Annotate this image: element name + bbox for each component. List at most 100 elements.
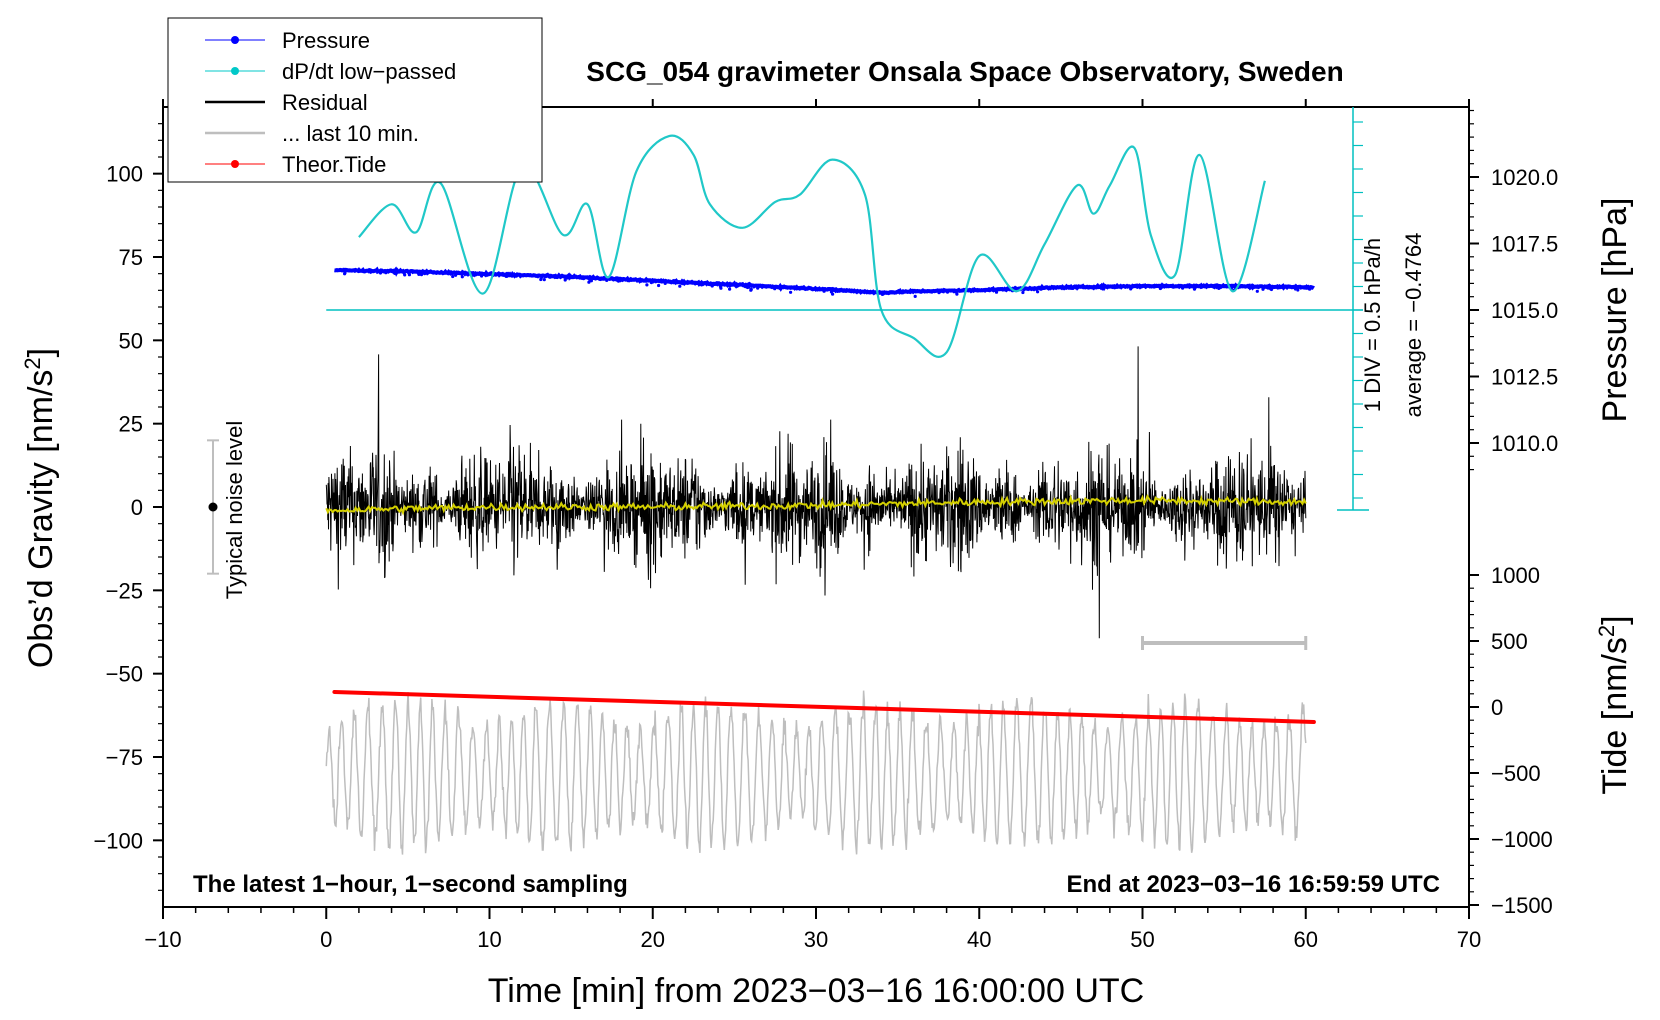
y-axis-title-gravity-sup: 2: [20, 357, 45, 369]
noise-center-dot: [208, 502, 218, 512]
y-tick-label: −25: [106, 578, 143, 603]
pressure-point: [1308, 287, 1312, 291]
pressure-point: [582, 277, 586, 281]
tide-tick-label: 0: [1491, 695, 1503, 720]
pressure-point: [836, 289, 840, 293]
pressure-point: [482, 272, 486, 276]
pressure-point: [587, 280, 591, 284]
tide-tick-label: −1000: [1491, 827, 1553, 852]
pressure-point: [789, 290, 793, 294]
pressure-point: [787, 286, 791, 290]
pressure-point: [1281, 285, 1285, 290]
x-axis: −10 0 10 20 30 40 50 60 70: [144, 99, 1481, 952]
legend: Pressure dP/dt low−passed Residual ... last…: [167, 17, 543, 183]
pressure-point: [1113, 286, 1117, 290]
div-scale-annotation: 1 DIV = 0.5 hPa/h: [1360, 238, 1385, 412]
pressure-point: [577, 275, 581, 279]
pressure-point: [454, 273, 458, 277]
pressure-point: [419, 273, 424, 277]
pressure-point: [1105, 285, 1109, 289]
legend-label: Theor.Tide: [282, 152, 386, 177]
pressure-point: [639, 279, 643, 283]
pressure-point: [904, 290, 908, 294]
pressure-point: [485, 273, 489, 277]
pressure-point: [756, 286, 760, 290]
residual-series: [325, 346, 1307, 639]
pressure-point: [1296, 288, 1300, 292]
legend-label: Pressure: [282, 28, 370, 53]
pressure-point: [347, 269, 351, 273]
pressure-point: [826, 287, 831, 292]
pressure-point: [605, 278, 609, 282]
pressure-point: [678, 284, 682, 288]
pressure-point: [749, 287, 753, 291]
noise-level-label: Typical noise level: [222, 421, 247, 600]
pressure-point: [645, 283, 649, 287]
pressure-point: [417, 272, 421, 276]
legend-item: Theor.Tide: [205, 152, 386, 177]
pressure-point: [752, 284, 757, 288]
x-tick-label: 20: [641, 927, 665, 952]
tide-line: [332, 690, 1316, 724]
last-10-min-line: [325, 690, 1307, 855]
y-axis-gravity: 100 75 50 25 0 −25 −50 −75 −100: [93, 123, 163, 891]
pressure-point: [914, 290, 918, 294]
pressure-tick-label: 1020.0: [1491, 165, 1558, 190]
pressure-point: [817, 287, 821, 291]
pressure-point: [880, 292, 885, 296]
legend-label: Residual: [282, 90, 368, 115]
pressure-point: [1181, 286, 1185, 290]
pressure-point: [1047, 286, 1051, 290]
residual-smoothed-line: [325, 493, 1307, 516]
pressure-point: [548, 275, 552, 279]
x-tick-label: 40: [967, 927, 991, 952]
pressure-point: [710, 284, 714, 288]
pressure-point: [1158, 286, 1162, 291]
legend-item: ... last 10 min.: [205, 121, 419, 146]
pressure-point: [539, 277, 543, 282]
pressure-point: [393, 271, 397, 275]
tide-tick-label: −1500: [1491, 893, 1553, 918]
pressure-point: [476, 272, 480, 276]
y-tick-label: 100: [106, 162, 143, 187]
pressure-point: [644, 279, 648, 283]
legend-item: Pressure: [205, 28, 370, 53]
pressure-point: [504, 274, 508, 278]
y-axis-title-gravity-main: Obs’d Gravity [nm/s: [22, 370, 60, 669]
y-axis-title-gravity: Obs’d Gravity [nm/s2]: [20, 348, 61, 668]
pressure-point: [657, 283, 661, 288]
y-axis-title-tide-end: ]: [1596, 615, 1634, 624]
y-tick-label: −50: [106, 662, 143, 687]
pressure-point: [1135, 285, 1139, 289]
x-tick-label: 60: [1294, 927, 1318, 952]
y-tick-label: −100: [93, 828, 143, 853]
pressure-tick-label: 1017.5: [1491, 232, 1558, 257]
y-axis-tide: 1000 500 0 −500 −1000 −1500: [1469, 563, 1553, 918]
pressure-point: [722, 283, 727, 287]
y-tick-label: 0: [131, 495, 143, 520]
pressure-point: [663, 281, 667, 285]
pressure-point: [616, 279, 621, 283]
chart-title: SCG_054 gravimeter Onsala Space Observat…: [586, 56, 1343, 87]
x-tick-label: 10: [477, 927, 501, 952]
y-tick-label: 50: [119, 328, 143, 353]
pressure-point: [1129, 287, 1133, 291]
pressure-point: [831, 292, 835, 296]
pressure-point: [996, 288, 1000, 292]
end-time-annotation: End at 2023−03−16 16:59:59 UTC: [1066, 871, 1440, 898]
pressure-point: [480, 274, 484, 278]
pressure-point: [822, 289, 826, 293]
pressure-point: [343, 272, 347, 276]
pressure-point: [841, 289, 845, 293]
pressure-point: [913, 294, 917, 298]
residual-line: [325, 346, 1307, 639]
x-axis-title: Time [min] from 2023−03−16 16:00:00 UTC: [488, 972, 1144, 1010]
legend-label: ... last 10 min.: [282, 121, 419, 146]
pressure-point: [588, 277, 592, 281]
pressure-point: [451, 274, 455, 279]
legend-swatch-marker: [231, 160, 239, 168]
pressure-tick-label: 1012.5: [1491, 365, 1558, 390]
legend-item: dP/dt low−passed: [205, 59, 456, 84]
pressure-point: [649, 280, 653, 285]
